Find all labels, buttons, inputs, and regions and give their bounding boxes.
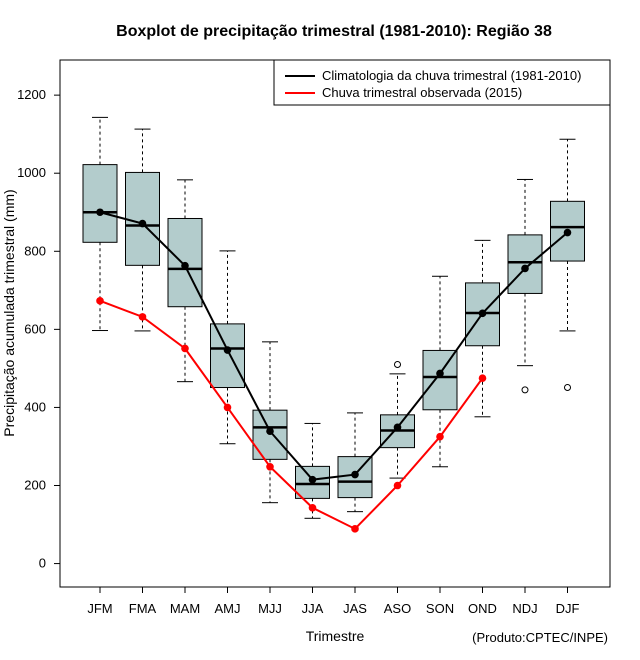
climatology-point: [436, 369, 444, 378]
climatology-point: [181, 261, 189, 270]
y-tick-label: 200: [24, 478, 46, 493]
climatology-line: [99, 211, 569, 481]
climatology-point: [478, 309, 487, 318]
x-tick-label: ASO: [384, 601, 411, 616]
observed-2015-point: [351, 525, 359, 533]
iqr-box: [507, 234, 543, 294]
y-tick-label: 600: [24, 321, 46, 336]
outlier-point: [521, 386, 529, 394]
outlier-point: [394, 360, 401, 368]
box-SON: [422, 275, 458, 468]
observed-2015-point: [436, 432, 444, 441]
chart-title: Boxplot de precipitação trimestral (1981…: [116, 23, 552, 40]
climatology-point: [138, 219, 147, 228]
legend-label-climatology: Climatologia da chuva trimestral (1981-2…: [322, 68, 581, 83]
box-DJF: [550, 138, 585, 392]
climatology-point: [351, 470, 359, 479]
observed-2015-point: [393, 481, 402, 490]
x-tick-label: OND: [468, 601, 497, 616]
x-tick-label: NDJ: [512, 601, 537, 616]
legend: Climatologia da chuva trimestral (1981-2…: [273, 59, 611, 106]
box-FMA: [125, 128, 160, 332]
iqr-box: [82, 164, 118, 243]
climatology-point: [308, 475, 317, 484]
x-tick-label: AMJ: [215, 601, 241, 616]
observed-2015-point: [181, 344, 189, 353]
observed-2015-point: [223, 403, 232, 412]
credit-text: (Produto:CPTEC/INPE): [472, 630, 608, 645]
observed-2015-point: [138, 313, 147, 321]
observed-2015-point: [478, 374, 487, 382]
x-tick-label: DJF: [556, 601, 580, 616]
box-JFM: [82, 116, 118, 332]
y-tick-label: 1000: [17, 165, 46, 180]
legend-box: [273, 59, 611, 106]
iqr-box: [422, 349, 458, 411]
box-AMJ: [210, 250, 245, 445]
x-tick-label: JAS: [343, 601, 367, 616]
climatology-point: [96, 208, 104, 217]
boxes-layer: [82, 116, 585, 519]
y-tick-label: 1200: [17, 87, 46, 102]
iqr-box: [125, 171, 160, 266]
climatology-point: [223, 346, 232, 354]
x-tick-label: SON: [426, 601, 454, 616]
observed-2015-point: [308, 503, 317, 512]
y-axis-label: Precipitação acumulada trimestral (mm): [1, 189, 17, 436]
x-tick-label: FMA: [129, 601, 157, 616]
observed-2015-point: [266, 462, 274, 471]
climatology-point: [393, 423, 402, 432]
x-axis-label: Trimestre: [306, 628, 365, 644]
box-NDJ: [507, 178, 543, 394]
x-tick-label: JJA: [302, 601, 324, 616]
plot-frame: [59, 59, 611, 588]
climatology-point: [266, 427, 274, 436]
series-lines-layer: [96, 208, 572, 533]
box-ASO: [380, 360, 415, 479]
y-axis: 0 200 400 600 800 1000 1200: [17, 87, 60, 571]
observed-2015-point: [96, 297, 104, 305]
y-tick-label: 400: [24, 399, 46, 414]
y-tick-label: 0: [39, 556, 46, 571]
y-tick-label: 800: [24, 243, 46, 258]
x-tick-label: MJJ: [258, 601, 282, 616]
iqr-box: [210, 323, 245, 389]
observed-2015-line: [99, 299, 484, 531]
outlier-point: [564, 384, 571, 392]
x-axis: JFM FMA MAM AMJ MJJ JJA JAS ASO SON OND NDJ DJF: [87, 587, 579, 616]
climatology-point: [521, 264, 529, 273]
legend-label-observed: Chuva trimestral observada (2015): [322, 85, 522, 100]
x-tick-label: JFM: [87, 601, 112, 616]
x-tick-label: MAM: [170, 601, 200, 616]
climatology-point: [563, 228, 572, 237]
